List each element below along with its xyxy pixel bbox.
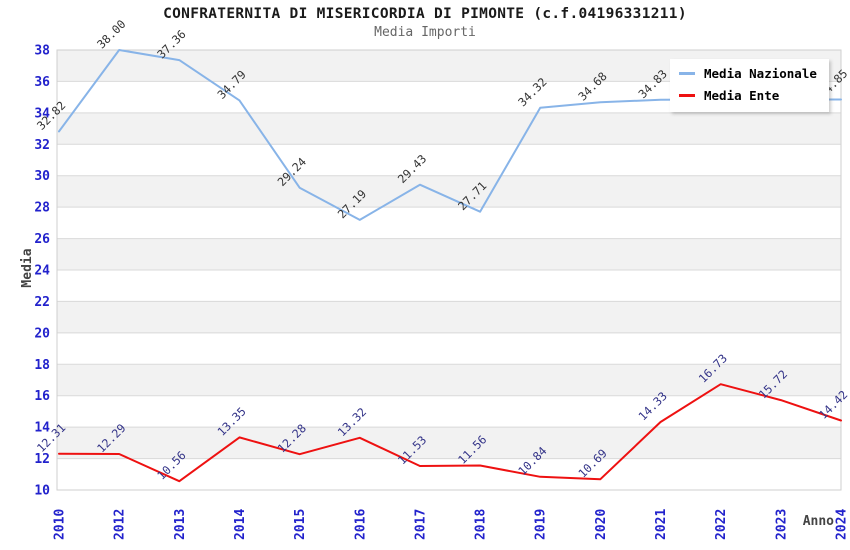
x-tick-label: 2010 <box>53 509 68 540</box>
plot-band <box>57 301 841 333</box>
x-tick-label: 2014 <box>233 509 248 540</box>
chart-title: CONFRATERNITA DI MISERICORDIA DI PIMONTE… <box>163 6 687 22</box>
plot-band <box>57 332 841 365</box>
plot-band <box>57 144 841 176</box>
y-tick-label: 16 <box>34 389 50 404</box>
y-tick-label: 18 <box>34 358 50 373</box>
x-tick-label: 2021 <box>654 509 669 540</box>
plot-band <box>57 395 841 428</box>
legend-label: Media Nazionale <box>704 66 817 81</box>
y-tick-label: 20 <box>34 326 50 341</box>
x-tick-label: 2015 <box>293 509 308 540</box>
x-axis-title: Anno <box>802 514 834 529</box>
y-tick-label: 14 <box>34 421 50 436</box>
x-tick-label: 2023 <box>774 509 789 540</box>
x-tick-label: 2013 <box>173 509 188 540</box>
plot-band <box>57 175 841 208</box>
plot-band <box>57 238 841 270</box>
x-tick-label: 2018 <box>474 509 489 540</box>
legend-item-media-nazionale: Media Nazionale <box>679 66 817 81</box>
x-tick-label: 2017 <box>413 509 428 540</box>
y-tick-label: 38 <box>34 44 50 59</box>
x-tick-label: 2020 <box>594 509 609 540</box>
plot-border <box>56 49 842 491</box>
chart-subtitle: Media Importi <box>374 25 476 40</box>
plot-band <box>57 364 841 396</box>
y-tick-label: 24 <box>34 264 50 279</box>
y-tick-label: 32 <box>34 138 50 153</box>
y-tick-label: 34 <box>34 106 50 121</box>
y-tick-label: 26 <box>34 232 50 247</box>
x-tick-label: 2024 <box>835 509 850 540</box>
y-tick-label: 28 <box>34 201 50 216</box>
y-tick-label: 36 <box>34 75 50 90</box>
y-tick-label: 12 <box>34 452 50 467</box>
plot-band <box>57 270 841 302</box>
y-tick-label: 22 <box>34 295 50 310</box>
media-ente-line <box>58 383 842 483</box>
y-tick-label: 10 <box>34 484 50 499</box>
media-ente-swatch-icon <box>679 94 695 97</box>
plot-band <box>57 427 841 459</box>
x-tick-label: 2022 <box>714 509 729 540</box>
plot-band <box>57 207 841 239</box>
plot-band <box>57 112 841 145</box>
y-tick-label: 30 <box>34 169 50 184</box>
y-axis-title: Media <box>20 248 35 288</box>
chart-legend: Media Nazionale Media Ente <box>670 59 829 112</box>
x-tick-label: 2012 <box>113 509 128 540</box>
data-point-label: 38.00 <box>94 17 128 51</box>
media-nazionale-swatch-icon <box>679 72 695 75</box>
legend-item-media-ente: Media Ente <box>679 88 817 103</box>
x-tick-label: 2016 <box>353 509 368 540</box>
x-tick-label: 2019 <box>534 509 549 540</box>
legend-label: Media Ente <box>704 88 780 103</box>
